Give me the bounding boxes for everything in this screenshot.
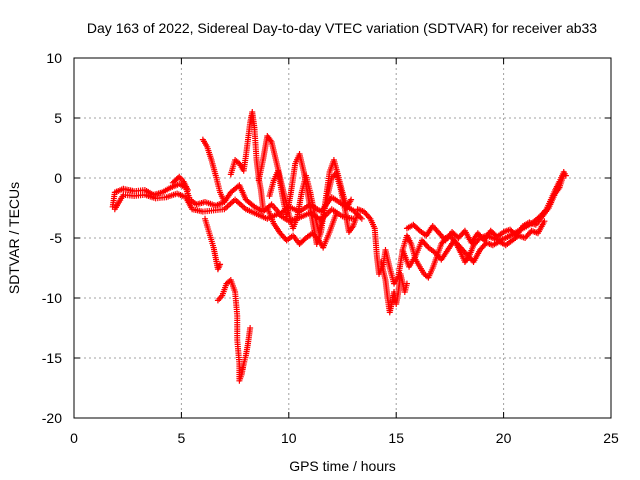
data-point xyxy=(348,196,355,203)
x-tick-label: 10 xyxy=(281,430,297,446)
y-tick-label: 0 xyxy=(54,170,62,186)
data-point xyxy=(358,215,365,222)
data-point xyxy=(560,171,567,178)
y-tick-label: 5 xyxy=(54,110,62,126)
x-tick-label: 5 xyxy=(178,430,186,446)
data-point xyxy=(247,325,254,331)
x-tick-label: 0 xyxy=(70,430,78,446)
data-points xyxy=(109,109,569,384)
y-tick-label: -15 xyxy=(42,350,62,366)
x-tick-label: 25 xyxy=(603,430,619,446)
y-tick-label: -20 xyxy=(42,410,62,426)
grid xyxy=(74,58,611,418)
y-axis-label: SDTVAR / TECUs xyxy=(6,182,22,294)
x-axis: 0 5 10 15 20 25 xyxy=(70,58,619,446)
data-point xyxy=(333,211,340,217)
x-axis-label: GPS time / hours xyxy=(289,458,396,474)
y-tick-label: -5 xyxy=(50,230,63,246)
data-point xyxy=(541,218,548,225)
chart-title: Day 163 of 2022, Sidereal Day-to-day VTE… xyxy=(87,20,597,36)
data-point xyxy=(217,261,224,268)
data-point xyxy=(184,187,191,193)
data-point xyxy=(403,280,410,287)
x-tick-label: 15 xyxy=(388,430,404,446)
y-tick-label: 10 xyxy=(46,50,62,66)
y-tick-label: -10 xyxy=(42,290,62,306)
y-axis: 10 5 0 -5 -10 -15 -20 xyxy=(42,50,611,426)
data-point xyxy=(221,199,228,205)
x-tick-label: 20 xyxy=(496,430,512,446)
